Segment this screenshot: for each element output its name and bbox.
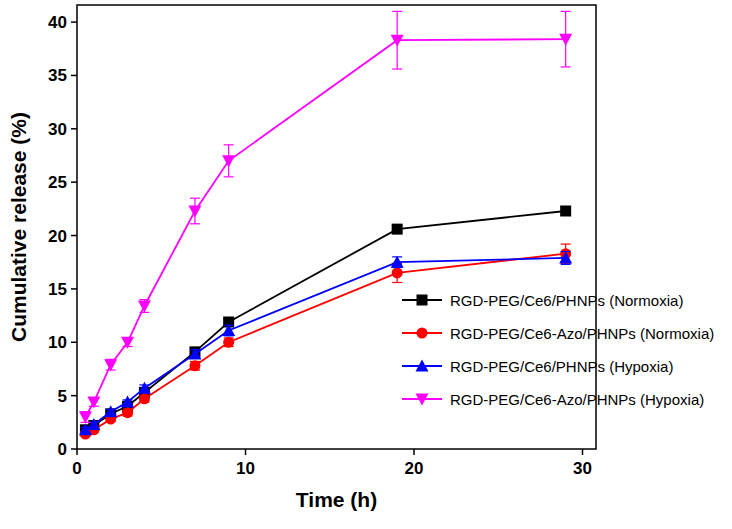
data-point — [104, 359, 117, 371]
x-tick — [76, 449, 78, 455]
data-point — [222, 155, 235, 167]
y-axis-label: Cumulative release (%) — [7, 112, 30, 342]
legend-label: RGD-PEG/Ce6/PHNPs (Normoxia) — [450, 292, 683, 309]
data-point — [121, 396, 134, 408]
y-tick — [71, 288, 77, 290]
y-tick-label: 5 — [58, 387, 67, 406]
plot-frame — [77, 5, 596, 449]
legend-label: RGD-PEG/Ce6-Azo/PHNPs (Normoxia) — [450, 325, 714, 342]
y-tick — [71, 342, 77, 344]
data-point — [188, 205, 201, 217]
legend: RGD-PEG/Ce6/PHNPs (Normoxia) RGD-PEG/Ce6-… — [402, 292, 714, 408]
y-tick-label: 20 — [48, 227, 67, 246]
x-tick-label: 0 — [72, 459, 81, 478]
data-point — [391, 256, 404, 268]
data-point — [189, 360, 200, 371]
data-point — [559, 34, 572, 46]
legend-marker — [417, 295, 428, 306]
y-tick-label: 40 — [48, 13, 67, 32]
legend-marker — [416, 360, 429, 372]
x-axis-label: Time (h) — [296, 488, 377, 511]
legend-marker — [417, 328, 428, 339]
data-point — [87, 418, 100, 430]
data-point — [122, 407, 133, 418]
series — [79, 251, 572, 435]
y-tick — [71, 75, 77, 77]
y-tick — [71, 395, 77, 397]
data-point — [138, 300, 151, 312]
y-tick-label: 30 — [48, 120, 67, 139]
y-tick — [71, 448, 77, 450]
x-tick-label: 10 — [236, 459, 255, 478]
x-tick-label: 20 — [405, 459, 424, 478]
y-tick — [71, 235, 77, 237]
legend-marker — [416, 394, 429, 406]
x-tick — [582, 449, 584, 455]
data-point — [392, 224, 403, 235]
data-point — [392, 267, 403, 278]
data-point — [391, 35, 404, 47]
x-tick-label: 30 — [573, 459, 592, 478]
y-tick-label: 35 — [48, 66, 67, 85]
y-tick-label: 0 — [58, 440, 67, 459]
data-point — [121, 337, 134, 349]
x-tick — [245, 449, 247, 455]
y-tick-label: 15 — [48, 280, 67, 299]
data-point — [560, 205, 571, 216]
y-tick-label: 10 — [48, 333, 67, 352]
chart: 0 10 20 30 0 5 10 15 20 25 30 35 40 Time (h) Cumulativ… — [0, 0, 732, 529]
y-tick — [71, 128, 77, 130]
series — [80, 244, 571, 439]
data-point — [188, 348, 201, 360]
data-point — [223, 337, 234, 348]
y-tick — [71, 21, 77, 23]
legend-label: RGD-PEG/Ce6/PHNPs (Hypoxia) — [450, 358, 673, 375]
data-point — [87, 397, 100, 409]
data-point — [139, 393, 150, 404]
y-tick — [71, 181, 77, 183]
data-point — [559, 251, 572, 263]
data-point — [138, 382, 151, 394]
data-point — [222, 324, 235, 336]
legend-label: RGD-PEG/Ce6-Azo/PHNPs (Hypoxia) — [450, 391, 704, 408]
x-tick — [413, 449, 415, 455]
data-point — [104, 405, 117, 417]
data-point — [79, 411, 92, 423]
y-tick-label: 25 — [48, 173, 67, 192]
data-area — [79, 11, 572, 439]
